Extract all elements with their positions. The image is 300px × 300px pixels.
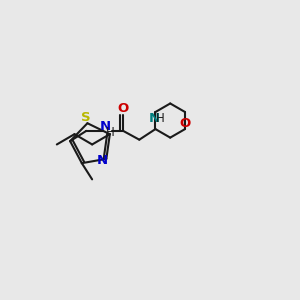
Text: H: H <box>156 112 165 125</box>
Text: N: N <box>100 120 111 133</box>
Text: O: O <box>118 102 129 115</box>
Text: S: S <box>81 111 91 124</box>
Text: H: H <box>106 126 115 139</box>
Text: N: N <box>96 154 107 167</box>
Text: N: N <box>148 112 160 125</box>
Text: O: O <box>179 117 191 130</box>
